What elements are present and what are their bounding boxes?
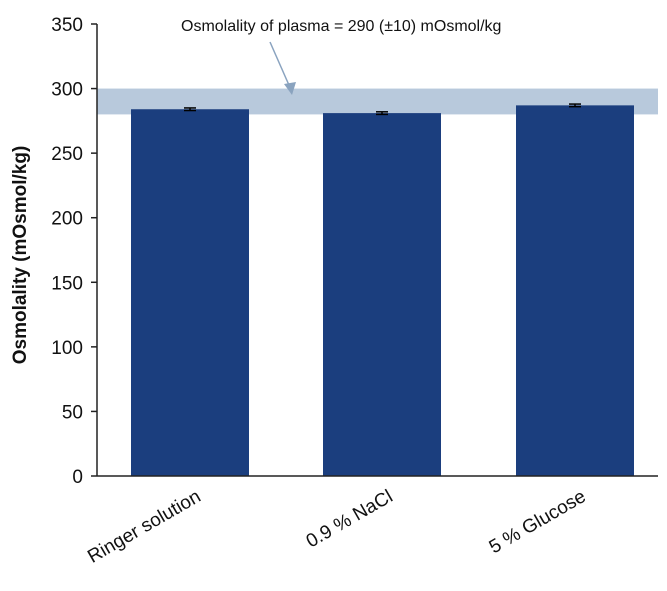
y-tick-label-4: 200 bbox=[51, 209, 83, 230]
bar-0 bbox=[131, 109, 249, 476]
y-tick-label-1: 50 bbox=[62, 402, 83, 423]
y-tick-label-7: 350 bbox=[51, 15, 83, 36]
y-tick-label-2: 100 bbox=[51, 338, 83, 359]
category-label-1: 0.9 % NaCl bbox=[303, 486, 397, 552]
annotation-arrow-head bbox=[284, 82, 296, 95]
category-label-0: Ringer solution bbox=[84, 486, 204, 568]
y-tick-label-6: 300 bbox=[51, 80, 83, 101]
bar-2 bbox=[516, 105, 634, 477]
plasma-annotation: Osmolality of plasma = 290 (±10) mOsmol/… bbox=[181, 18, 501, 35]
y-tick-label-0: 0 bbox=[72, 467, 83, 488]
y-tick-label-3: 150 bbox=[51, 273, 83, 294]
category-label-2: 5 % Glucose bbox=[486, 486, 590, 558]
y-tick-label-5: 250 bbox=[51, 144, 83, 165]
y-axis-title: Osmolality (mOsmol/kg) bbox=[10, 146, 31, 365]
bar-1 bbox=[323, 113, 441, 476]
